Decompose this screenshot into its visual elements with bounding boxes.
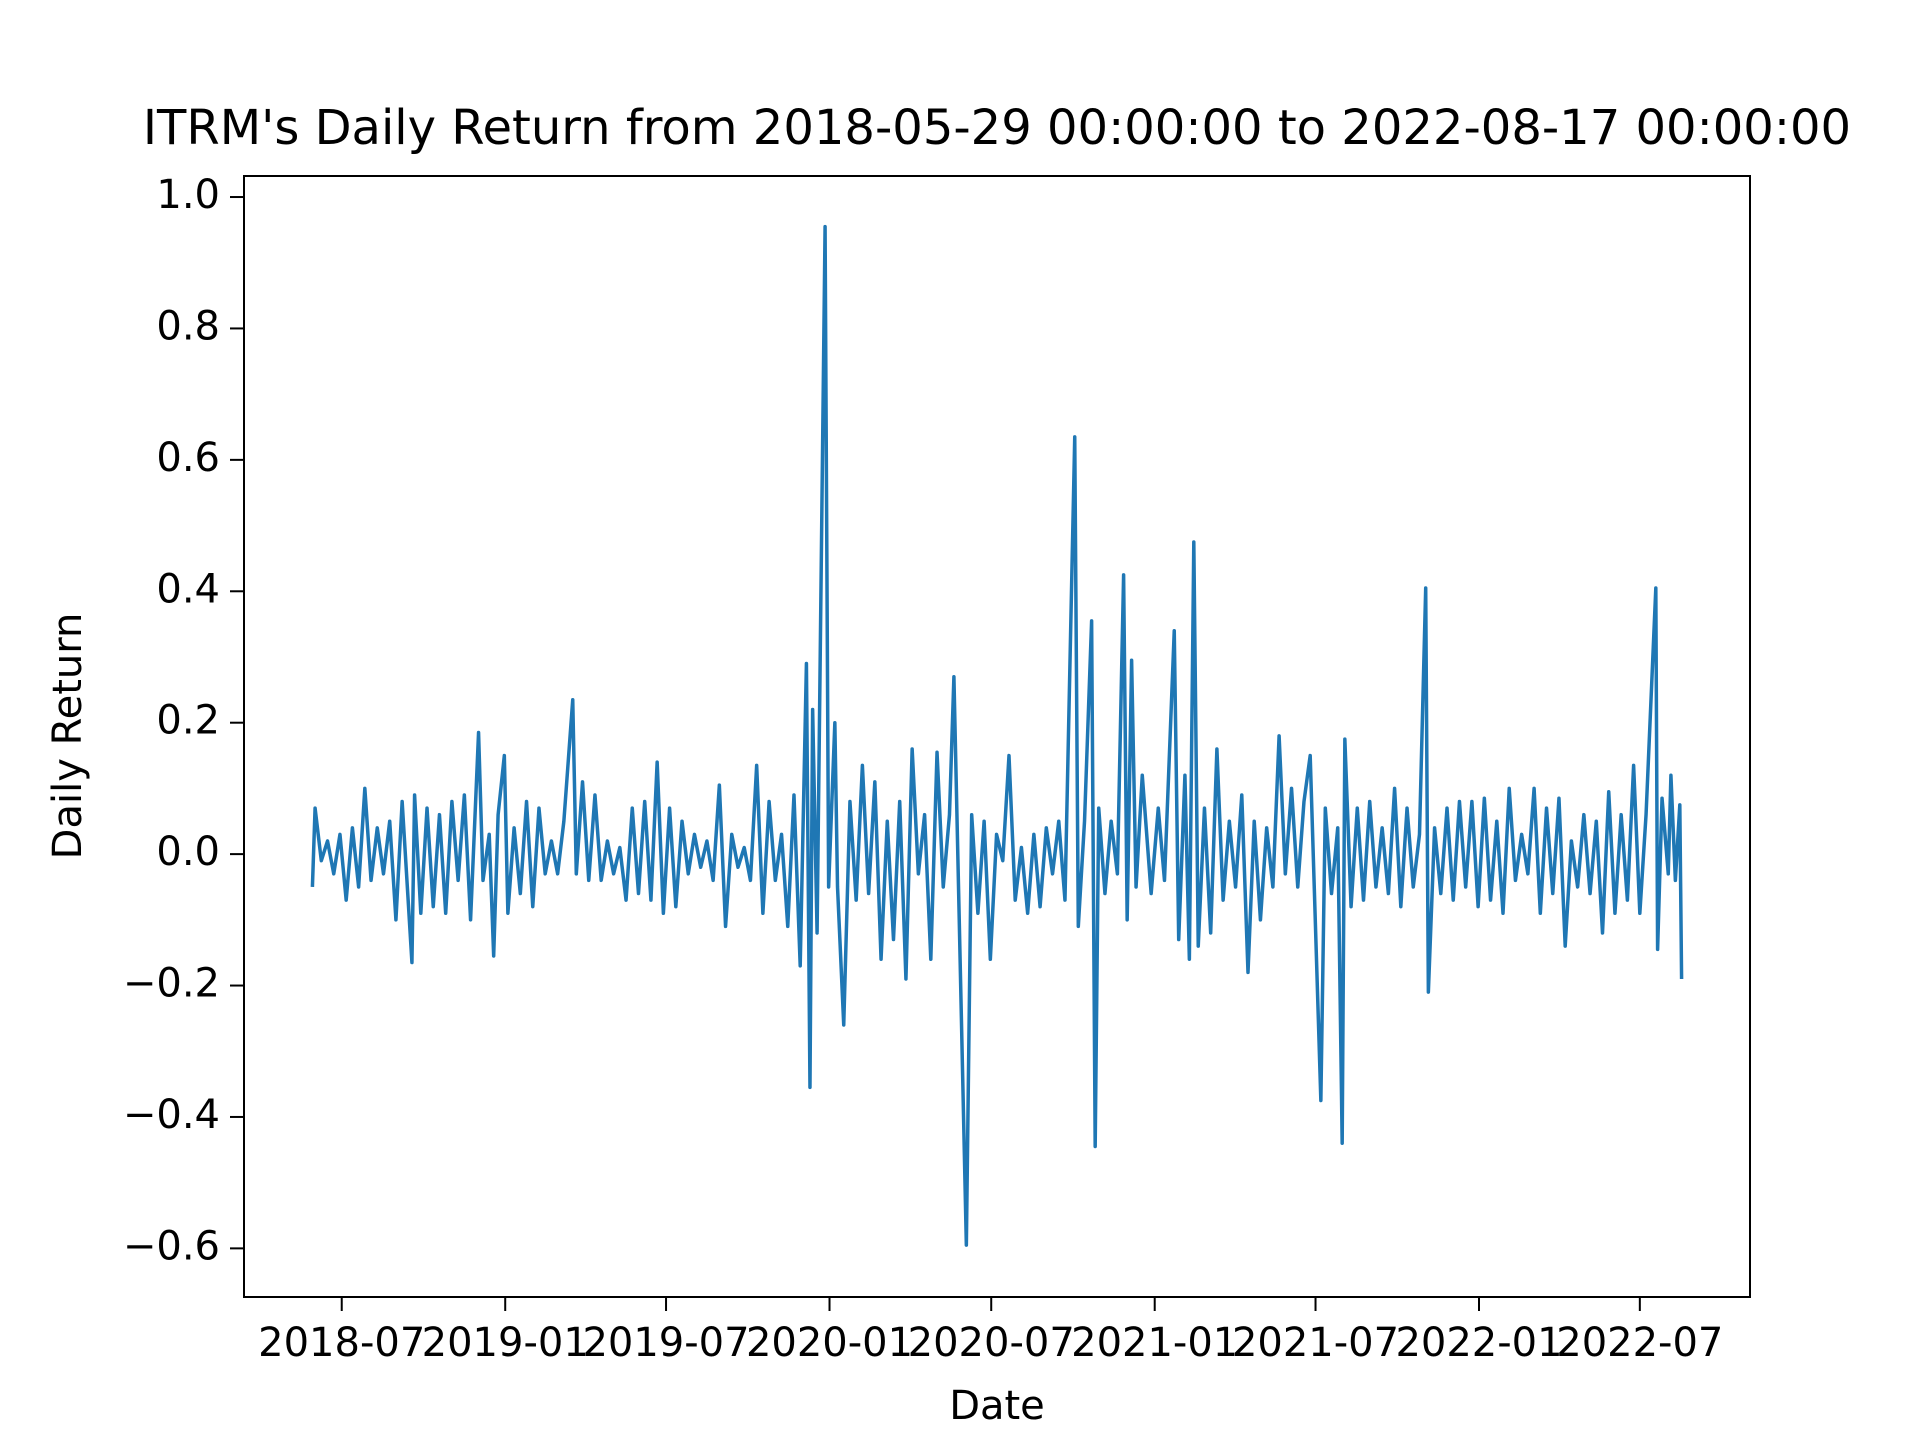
y-tick-label: 0.0 [156, 829, 220, 875]
y-axis-label: Daily Return [45, 613, 91, 860]
y-tick-label: 0.8 [156, 303, 220, 349]
y-tick-label: −0.2 [123, 961, 220, 1007]
data-line [310, 224, 1684, 1247]
y-tick-label: −0.4 [123, 1092, 220, 1138]
x-tick-label: 2019-07 [582, 1320, 749, 1366]
chart-title: ITRM's Daily Return from 2018-05-29 00:0… [143, 100, 1851, 156]
x-tick-label: 2018-07 [258, 1320, 425, 1366]
plot-frame [243, 175, 1751, 1298]
x-tick-label: 2022-07 [1556, 1320, 1723, 1366]
y-tick-label: −0.6 [123, 1223, 220, 1269]
x-tick-label: 2021-07 [1232, 1320, 1399, 1366]
y-tick-label: 0.4 [156, 566, 220, 612]
x-tick-label: 2022-01 [1395, 1320, 1562, 1366]
y-tick-label: 0.6 [156, 435, 220, 481]
x-tick-label: 2019-01 [422, 1320, 589, 1366]
x-tick-label: 2020-07 [908, 1320, 1075, 1366]
x-tick-label: 2021-01 [1071, 1320, 1238, 1366]
y-tick-label: 1.0 [156, 172, 220, 218]
x-tick-label: 2020-01 [746, 1320, 913, 1366]
x-axis-label: Date [949, 1383, 1045, 1429]
y-tick-label: 0.2 [156, 698, 220, 744]
